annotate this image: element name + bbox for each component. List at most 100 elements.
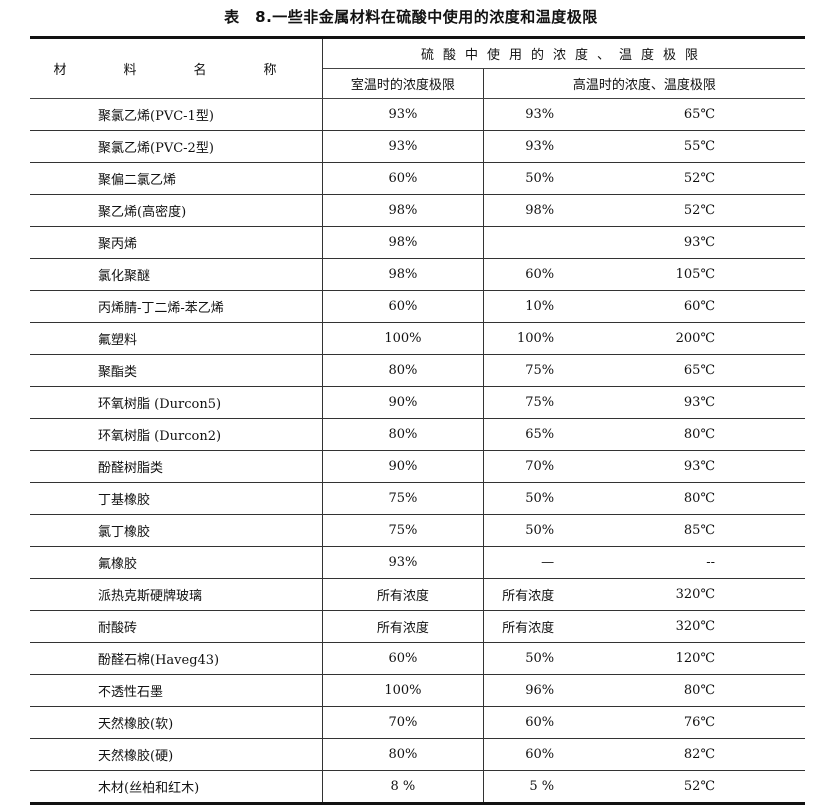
table-row: 木材(丝柏和红木) 8 % 5 % 52℃ xyxy=(30,770,805,805)
material-name: 天然橡胶(软) xyxy=(30,706,323,739)
table-row: 耐酸砖 所有浓度 所有浓度 320℃ xyxy=(30,610,805,643)
material-name: 聚乙烯(高密度) xyxy=(30,194,323,227)
high-temp-limit: 200℃ xyxy=(644,322,805,355)
table-row: 环氧树脂 (Durcon2) 80% 65% 80℃ xyxy=(30,418,805,451)
room-temp-limit: 75% xyxy=(322,482,484,515)
high-temp-limit: 85℃ xyxy=(644,514,805,547)
high-temp-limit: 60℃ xyxy=(644,290,805,323)
high-temp-concentration: 65% xyxy=(483,418,645,451)
material-name: 丙烯腈-丁二烯-苯乙烯 xyxy=(30,290,323,323)
high-temp-concentration: 60% xyxy=(483,738,645,771)
high-temp-limit: 52℃ xyxy=(644,770,805,805)
room-temp-limit: 70% xyxy=(322,706,484,739)
high-temp-concentration: — xyxy=(483,546,645,579)
material-name: 氟橡胶 xyxy=(30,546,323,579)
table-row: 派热克斯硬牌玻璃 所有浓度 所有浓度 320℃ xyxy=(30,578,805,611)
high-temp-limit: 93℃ xyxy=(644,226,805,259)
header-high-temp: 高温时的浓度、温度极限 xyxy=(483,68,805,99)
material-name: 聚偏二氯乙烯 xyxy=(30,162,323,195)
high-temp-concentration: 50% xyxy=(483,514,645,547)
high-temp-limit: 65℃ xyxy=(644,354,805,387)
high-temp-limit: 52℃ xyxy=(644,162,805,195)
high-temp-concentration: 50% xyxy=(483,642,645,675)
high-temp-concentration: 50% xyxy=(483,162,645,195)
room-temp-limit: 100% xyxy=(322,674,484,707)
high-temp-limit: 55℃ xyxy=(644,130,805,163)
table-row: 天然橡胶(硬) 80% 60% 82℃ xyxy=(30,738,805,771)
material-name: 聚氯乙烯(PVC-2型) xyxy=(30,130,323,163)
room-temp-limit: 80% xyxy=(322,738,484,771)
table-row: 聚偏二氯乙烯 60% 50% 52℃ xyxy=(30,162,805,195)
table-row: 聚氯乙烯(PVC-1型) 93% 93% 65℃ xyxy=(30,98,805,131)
high-temp-limit: 105℃ xyxy=(644,258,805,291)
material-name: 天然橡胶(硬) xyxy=(30,738,323,771)
table-row: 酚醛石棉(Haveg43) 60% 50% 120℃ xyxy=(30,642,805,675)
room-temp-limit: 60% xyxy=(322,290,484,323)
material-name: 派热克斯硬牌玻璃 xyxy=(30,578,323,611)
table-title: 表 8.一些非金属材料在硫酸中使用的浓度和温度极限 xyxy=(224,8,598,26)
high-temp-limit: 52℃ xyxy=(644,194,805,227)
high-temp-concentration: 60% xyxy=(483,258,645,291)
material-name: 环氧树脂 (Durcon2) xyxy=(30,418,323,451)
table-row: 天然橡胶(软) 70% 60% 76℃ xyxy=(30,706,805,739)
high-temp-concentration: 10% xyxy=(483,290,645,323)
high-temp-limit: 65℃ xyxy=(644,98,805,131)
material-name: 氯化聚醚 xyxy=(30,258,323,291)
table-row: 丙烯腈-丁二烯-苯乙烯 60% 10% 60℃ xyxy=(30,290,805,323)
room-temp-limit: 93% xyxy=(322,98,484,131)
high-temp-concentration: 93% xyxy=(483,98,645,131)
room-temp-limit: 100% xyxy=(322,322,484,355)
high-temp-limit: 93℃ xyxy=(644,450,805,483)
material-name: 环氧树脂 (Durcon5) xyxy=(30,386,323,419)
high-temp-concentration: 所有浓度 xyxy=(483,578,645,611)
high-temp-limit: 80℃ xyxy=(644,674,805,707)
high-temp-concentration: 5 % xyxy=(483,770,645,805)
table-row: 氟橡胶 93% — -- xyxy=(30,546,805,579)
room-temp-limit: 93% xyxy=(322,546,484,579)
high-temp-limit: 120℃ xyxy=(644,642,805,675)
material-name: 不透性石墨 xyxy=(30,674,323,707)
high-temp-limit: -- xyxy=(644,546,805,579)
table-row: 环氧树脂 (Durcon5) 90% 75% 93℃ xyxy=(30,386,805,419)
room-temp-limit: 98% xyxy=(322,226,484,259)
high-temp-concentration xyxy=(483,226,645,259)
material-name: 酚醛树脂类 xyxy=(30,450,323,483)
high-temp-concentration: 75% xyxy=(483,386,645,419)
room-temp-limit: 60% xyxy=(322,642,484,675)
material-name: 酚醛石棉(Haveg43) xyxy=(30,642,323,675)
room-temp-limit: 93% xyxy=(322,130,484,163)
room-temp-limit: 90% xyxy=(322,450,484,483)
room-temp-limit: 所有浓度 xyxy=(322,610,484,643)
high-temp-limit: 320℃ xyxy=(644,578,805,611)
room-temp-limit: 75% xyxy=(322,514,484,547)
table-row: 聚酯类 80% 75% 65℃ xyxy=(30,354,805,387)
table-row: 氟塑料 100% 100% 200℃ xyxy=(30,322,805,355)
material-name: 氟塑料 xyxy=(30,322,323,355)
material-name: 丁基橡胶 xyxy=(30,482,323,515)
material-name: 耐酸砖 xyxy=(30,610,323,643)
table-row: 聚丙烯 98% 93℃ xyxy=(30,226,805,259)
high-temp-concentration: 96% xyxy=(483,674,645,707)
high-temp-concentration: 100% xyxy=(483,322,645,355)
room-temp-limit: 所有浓度 xyxy=(322,578,484,611)
high-temp-concentration: 所有浓度 xyxy=(483,610,645,643)
header-room-temp: 室温时的浓度极限 xyxy=(322,68,484,99)
material-name: 氯丁橡胶 xyxy=(30,514,323,547)
table-row: 丁基橡胶 75% 50% 80℃ xyxy=(30,482,805,515)
table-row: 不透性石墨 100% 96% 80℃ xyxy=(30,674,805,707)
table-row: 氯丁橡胶 75% 50% 85℃ xyxy=(30,514,805,547)
high-temp-concentration: 98% xyxy=(483,194,645,227)
high-temp-concentration: 70% xyxy=(483,450,645,483)
high-temp-concentration: 75% xyxy=(483,354,645,387)
header-material: 材 料 名 称 xyxy=(30,36,323,99)
table-row: 氯化聚醚 98% 60% 105℃ xyxy=(30,258,805,291)
material-name: 聚酯类 xyxy=(30,354,323,387)
high-temp-concentration: 93% xyxy=(483,130,645,163)
table-row: 聚乙烯(高密度) 98% 98% 52℃ xyxy=(30,194,805,227)
high-temp-limit: 76℃ xyxy=(644,706,805,739)
high-temp-concentration: 50% xyxy=(483,482,645,515)
room-temp-limit: 98% xyxy=(322,258,484,291)
material-name: 木材(丝柏和红木) xyxy=(30,770,323,805)
room-temp-limit: 80% xyxy=(322,418,484,451)
room-temp-limit: 90% xyxy=(322,386,484,419)
